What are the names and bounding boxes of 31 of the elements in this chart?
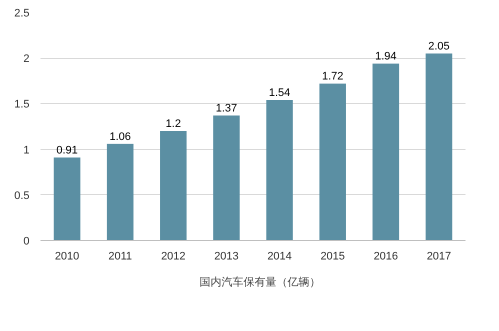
x-tick-label: 2016 [374,250,398,262]
x-tick-label: 2012 [161,250,186,262]
y-tick-label: 1.5 [14,98,30,111]
x-tick-label: 2014 [267,250,292,262]
x-tick-label: 2013 [214,250,239,262]
y-tick-label: 2.5 [14,8,30,20]
y-tick-label: 1 [23,144,30,156]
x-tick-label: 2015 [320,250,345,262]
data-label: 1.2 [166,118,181,130]
data-label: 1.54 [268,87,290,100]
bar [160,131,187,240]
data-label: 1.06 [109,130,131,143]
bar [54,158,80,240]
data-label: 1.94 [375,50,397,63]
bar [213,116,240,240]
bar [319,84,346,240]
data-label: 1.72 [322,70,344,83]
y-tick-label: 0 [23,236,30,248]
bar [106,144,134,240]
x-tick-label: 2017 [426,250,452,262]
y-tick-label: 2 [23,53,30,66]
y-tick-label: 0.5 [14,190,30,202]
data-label: 1.37 [216,102,238,115]
x-tick-label: 2011 [108,250,132,262]
text: 国内汽车保有量（亿辆） [200,274,320,290]
bar [426,54,452,240]
x-tick-label: 2010 [54,250,80,262]
bar [372,64,400,240]
bar [266,100,293,240]
data-label: 0.91 [56,144,78,157]
data-label: 2.05 [428,40,450,53]
